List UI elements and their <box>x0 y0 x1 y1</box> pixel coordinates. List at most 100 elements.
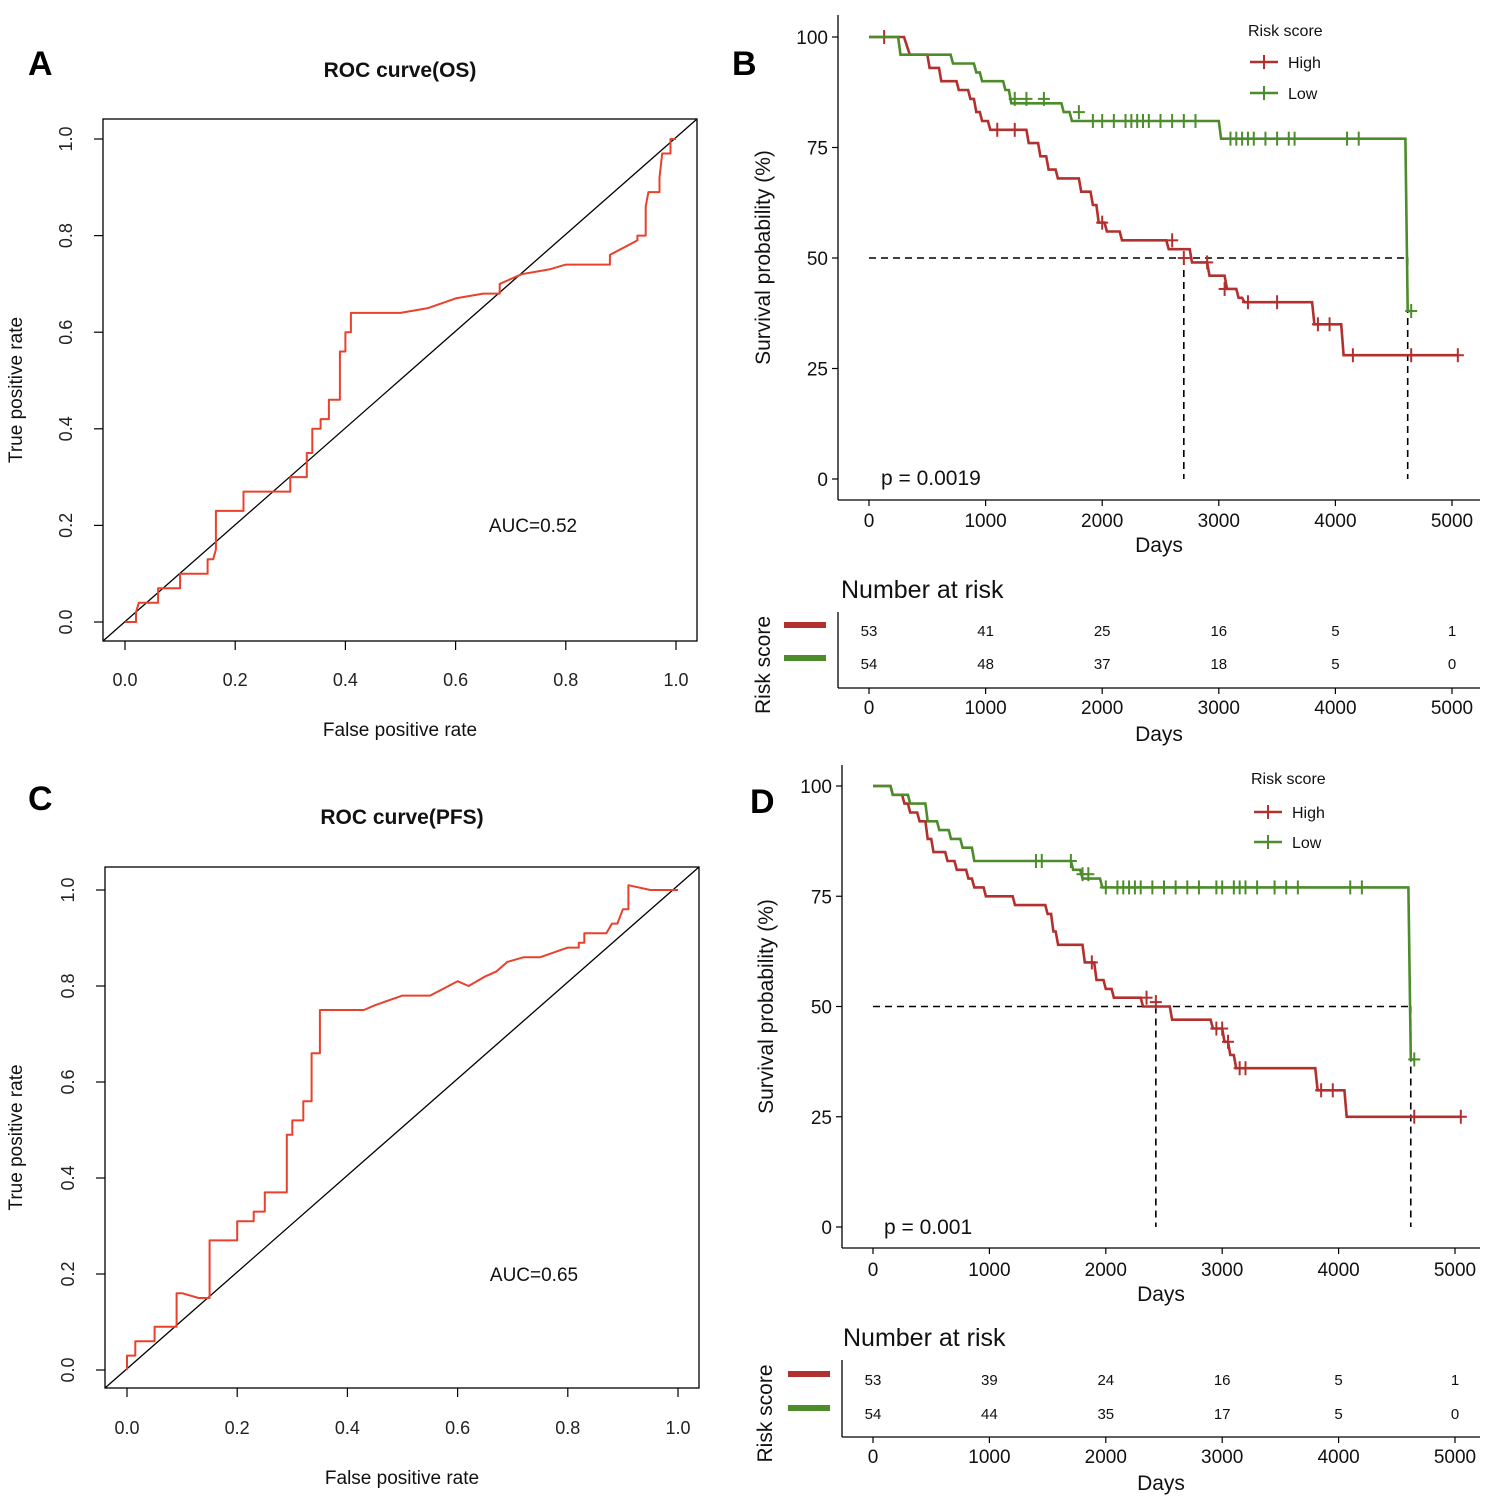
risk-count-high: 1 <box>1448 623 1456 640</box>
risk-x-tick-label: 0 <box>864 698 875 719</box>
plot-frame <box>104 866 700 1389</box>
y-tick-label: 0.4 <box>56 416 76 441</box>
risk-count-high: 25 <box>1094 623 1111 640</box>
legend-title: Risk score <box>1251 771 1326 788</box>
y-tick-label: 0 <box>821 1218 832 1239</box>
auc-annotation: AUC=0.65 <box>490 1265 578 1286</box>
risk-count-low: 54 <box>865 1406 882 1423</box>
roc-title: ROC curve(OS) <box>324 59 477 82</box>
x-tick-label: 0.0 <box>112 670 137 690</box>
risk-count-high: 5 <box>1334 1372 1342 1389</box>
p-value: p = 0.001 <box>884 1216 972 1239</box>
roc-curve-line <box>126 884 678 1370</box>
risk-swatch-low <box>784 655 826 661</box>
risk-x-tick-label: 3000 <box>1201 1447 1243 1468</box>
x-tick-label: 0.2 <box>225 1418 250 1438</box>
y-axis-label: Survival probability (%) <box>752 150 775 365</box>
x-tick-label: 0 <box>864 511 875 532</box>
y-tick-label: 1.0 <box>56 126 76 151</box>
y-tick-label: 0.2 <box>58 1261 78 1286</box>
risk-x-tick-label: 2000 <box>1081 698 1123 719</box>
risk-x-tick-label: 2000 <box>1085 1447 1127 1468</box>
panel-letter-a: A <box>28 45 53 83</box>
risk-x-tick-label: 4000 <box>1317 1447 1359 1468</box>
legend-entry: High <box>1292 805 1325 822</box>
x-tick-label: 1.0 <box>665 1418 690 1438</box>
risk-count-high: 16 <box>1210 623 1227 640</box>
risk-x-tick-label: 5000 <box>1431 698 1473 719</box>
risk-y-axis-label: Risk score <box>754 1364 777 1462</box>
y-tick-label: 0.4 <box>58 1165 78 1190</box>
risk-count-low: 0 <box>1451 1406 1459 1423</box>
risk-x-tick-label: 4000 <box>1314 698 1356 719</box>
y-tick-label: 0.8 <box>58 973 78 998</box>
y-tick-label: 75 <box>807 139 828 160</box>
y-tick-label: 0.8 <box>56 223 76 248</box>
risk-x-tick-label: 5000 <box>1434 1447 1476 1468</box>
y-axis-label: True positive rate <box>6 317 27 463</box>
y-tick-label: 0.6 <box>58 1069 78 1094</box>
x-tick-label: 5000 <box>1434 1260 1476 1281</box>
risk-table-title: Number at risk <box>841 576 1004 604</box>
risk-count-high: 16 <box>1214 1372 1231 1389</box>
x-axis-label: False positive rate <box>325 1468 479 1489</box>
risk-x-tick-label: 3000 <box>1198 698 1240 719</box>
auc-annotation: AUC=0.52 <box>489 516 577 537</box>
y-tick-label: 25 <box>807 360 828 381</box>
y-tick-label: 25 <box>811 1108 832 1129</box>
risk-swatch-high <box>784 622 826 628</box>
risk-count-low: 35 <box>1097 1406 1114 1423</box>
x-tick-label: 0.2 <box>223 670 248 690</box>
x-axis-label: Days <box>1137 1283 1185 1306</box>
x-tick-label: 0.8 <box>555 1418 580 1438</box>
x-tick-label: 2000 <box>1085 1260 1127 1281</box>
risk-swatch-low <box>788 1405 830 1411</box>
y-axis-label: True positive rate <box>6 1064 27 1210</box>
y-tick-label: 50 <box>811 998 832 1019</box>
risk-y-axis-label: Risk score <box>752 616 775 714</box>
risk-count-high: 53 <box>861 623 878 640</box>
survival-curve-high <box>873 784 1461 1119</box>
risk-count-low: 18 <box>1210 656 1227 673</box>
y-tick-label: 0.2 <box>56 513 76 538</box>
x-tick-label: 0.4 <box>335 1418 360 1438</box>
x-tick-label: 2000 <box>1081 511 1123 532</box>
risk-count-high: 53 <box>865 1372 882 1389</box>
y-tick-label: 0.6 <box>56 320 76 345</box>
y-tick-label: 1.0 <box>58 877 78 902</box>
risk-count-low: 44 <box>981 1406 998 1423</box>
legend-entry: Low <box>1292 835 1322 852</box>
survival-curve-high <box>869 35 1458 357</box>
panel-letter-b: B <box>732 45 757 83</box>
y-tick-label: 50 <box>807 249 828 270</box>
legend-title: Risk score <box>1248 23 1323 40</box>
x-axis-label: False positive rate <box>323 720 477 741</box>
risk-x-tick-label: 1000 <box>968 1447 1010 1468</box>
panel-letter-d: D <box>750 783 775 821</box>
survival-curve-low <box>869 35 1412 313</box>
y-tick-label: 0.0 <box>58 1357 78 1382</box>
risk-x-tick-label: 1000 <box>964 698 1006 719</box>
survival-curve-low <box>873 784 1415 1061</box>
y-tick-label: 100 <box>800 777 832 798</box>
x-tick-label: 3000 <box>1201 1260 1243 1281</box>
x-tick-label: 0.6 <box>445 1418 470 1438</box>
x-tick-label: 4000 <box>1317 1260 1359 1281</box>
risk-count-high: 41 <box>977 623 994 640</box>
risk-count-low: 5 <box>1331 656 1339 673</box>
risk-count-high: 39 <box>981 1372 998 1389</box>
roc-curve-line <box>125 138 676 623</box>
risk-count-low: 48 <box>977 656 994 673</box>
roc-title: ROC curve(PFS) <box>320 806 483 829</box>
risk-count-low: 17 <box>1214 1406 1231 1423</box>
risk-count-low: 37 <box>1094 656 1111 673</box>
risk-count-low: 54 <box>861 656 878 673</box>
x-tick-label: 0.6 <box>443 670 468 690</box>
y-tick-label: 75 <box>811 887 832 908</box>
x-tick-label: 0.4 <box>333 670 358 690</box>
x-tick-label: 3000 <box>1198 511 1240 532</box>
y-axis-label: Survival probability (%) <box>755 899 778 1114</box>
p-value: p = 0.0019 <box>881 467 981 490</box>
risk-x-tick-label: 0 <box>868 1447 879 1468</box>
